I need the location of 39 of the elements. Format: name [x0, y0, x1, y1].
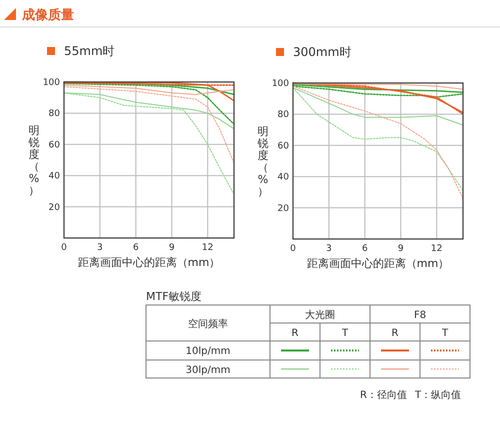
text: 10lp/mm	[186, 346, 230, 357]
y-tick-label: 60	[48, 140, 60, 150]
text: R	[392, 328, 399, 339]
x-tick-label: 9	[398, 244, 404, 254]
text: MTF敏锐度	[146, 290, 202, 303]
text: R	[292, 328, 299, 339]
y-tick-label: 40	[278, 172, 290, 183]
y-tick-label: 20	[48, 202, 60, 213]
text: 30lp/mm	[186, 365, 230, 376]
y-tick-label: 60	[278, 141, 290, 152]
x-tick-label: 6	[362, 244, 368, 254]
y-tick-label: 80	[48, 109, 60, 120]
x-axis-title: 距离画面中心的距离（mm）	[306, 257, 450, 270]
x-tick-label: 6	[132, 243, 139, 253]
x-axis-title: 距离画面中心的距离（mm）	[78, 256, 220, 269]
text: F8	[414, 310, 426, 321]
text: T	[440, 328, 449, 339]
x-tick-label: 9	[168, 243, 175, 253]
y-tick-label: 100	[272, 79, 290, 89]
text: 成像质量	[21, 7, 74, 23]
text: T：纵向值	[414, 389, 462, 401]
x-tick-label: 12	[430, 244, 442, 254]
x-tick-label: 0	[61, 243, 68, 253]
text: T	[340, 328, 349, 339]
y-tick-label: 20	[278, 204, 290, 214]
y-axis-title: 明锐度（%）	[28, 124, 40, 197]
text: 大光圈	[305, 309, 335, 321]
y-axis-title: 明锐度（%）	[256, 125, 268, 198]
y-tick-label: 80	[278, 110, 290, 120]
x-tick-label: 12	[202, 243, 214, 253]
x-tick-label: 3	[326, 244, 332, 254]
chart-title: 300mm时	[293, 45, 352, 59]
chart-title: 55mm时	[64, 44, 115, 58]
x-tick-label: 0	[290, 244, 296, 254]
y-tick-label: 40	[48, 172, 60, 182]
text: 空间频率	[188, 318, 228, 330]
text: R：径向值	[360, 389, 407, 401]
y-tick-label: 100	[42, 78, 60, 88]
x-tick-label: 3	[97, 243, 103, 253]
